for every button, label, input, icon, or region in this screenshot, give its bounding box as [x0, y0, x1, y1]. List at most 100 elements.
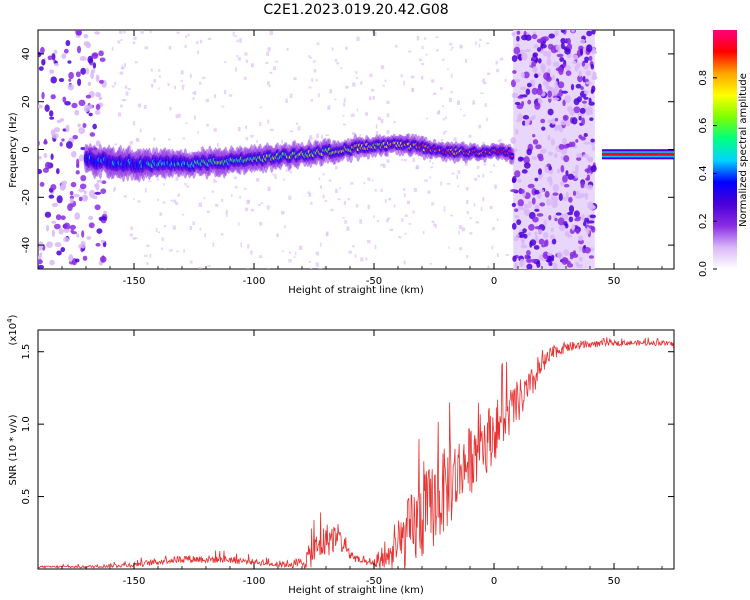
faint-speck	[355, 77, 359, 80]
faint-speck	[144, 188, 147, 193]
noise-speck	[43, 153, 48, 159]
noise-speck	[585, 81, 592, 85]
ridge2-core	[630, 152, 633, 156]
faint-speck	[368, 96, 372, 101]
noise-speck	[38, 259, 43, 265]
faint-speck	[199, 81, 202, 85]
snr-xlabel: Height of straight line (km)	[288, 585, 424, 596]
noise-speck	[583, 247, 591, 254]
noise-speck	[557, 81, 565, 89]
faint-speck	[175, 114, 179, 119]
faint-speck	[322, 194, 325, 199]
faint-speck	[464, 161, 468, 166]
noise-speck	[590, 138, 595, 143]
faint-speck	[245, 125, 248, 129]
ridge2-core	[641, 152, 644, 156]
faint-speck	[176, 31, 180, 34]
ridge2-core	[624, 152, 627, 156]
faint-speck	[309, 135, 313, 140]
noise-speck	[79, 56, 87, 62]
faint-speck	[440, 181, 442, 186]
faint-speck	[250, 63, 255, 68]
faint-speck	[449, 42, 453, 46]
noise-speck	[76, 233, 80, 238]
noise-speck	[513, 46, 521, 55]
faint-speck	[187, 33, 190, 37]
faint-speck	[150, 83, 154, 88]
faint-speck	[175, 176, 179, 181]
noise-speck	[526, 250, 531, 256]
ridge2-core	[642, 152, 645, 156]
faint-speck	[294, 251, 297, 256]
faint-speck	[202, 76, 206, 79]
faint-speck	[213, 94, 217, 98]
noise-speck	[547, 108, 554, 116]
faint-speck	[184, 45, 187, 48]
ridge2-core	[656, 152, 658, 156]
faint-speck	[161, 247, 164, 251]
faint-speck	[293, 255, 296, 258]
noise-speck	[50, 153, 54, 160]
noise-speck	[557, 217, 565, 226]
noise-speck	[560, 42, 565, 50]
faint-speck	[496, 253, 499, 257]
faint-speck	[225, 210, 228, 215]
noise-speck	[576, 157, 582, 161]
noise-speck	[570, 83, 575, 91]
noise-speck	[517, 178, 522, 183]
faint-speck	[384, 79, 387, 83]
faint-speck	[199, 227, 202, 231]
noise-speck	[71, 150, 77, 158]
faint-speck	[318, 177, 321, 181]
faint-speck	[185, 122, 188, 125]
faint-speck	[199, 39, 203, 44]
faint-speck	[479, 38, 482, 41]
faint-speck	[433, 223, 436, 227]
ridge2-core	[605, 152, 608, 156]
faint-speck	[146, 262, 149, 265]
noise-speck	[558, 193, 563, 201]
faint-speck	[247, 244, 250, 249]
colorbar-tick-label: 0.8	[698, 70, 709, 86]
faint-speck	[315, 262, 319, 267]
noise-speck	[38, 169, 42, 175]
noise-speck	[87, 55, 94, 64]
faint-speck	[295, 122, 298, 125]
faint-speck	[288, 251, 292, 254]
spectrogram-panel: -150 -100 -50 0 50 -40 -20 0 20 40 Height of stra…	[8, 29, 675, 296]
noise-speck	[565, 170, 569, 177]
faint-speck	[288, 195, 292, 200]
faint-speck	[123, 30, 126, 34]
noise-speck	[560, 37, 566, 44]
spectrogram-xtick-label: -50	[366, 276, 382, 287]
noise-speck	[565, 70, 572, 76]
noise-speck	[51, 53, 56, 61]
noise-speck	[56, 195, 63, 204]
noise-speck	[554, 80, 558, 89]
faint-speck	[245, 136, 249, 141]
noise-speck	[76, 45, 82, 54]
faint-speck	[149, 254, 152, 258]
noise-speck	[581, 117, 586, 126]
noise-speck	[564, 230, 570, 237]
faint-speck	[457, 185, 459, 188]
ridge2-core	[658, 152, 661, 156]
faint-speck	[167, 138, 171, 141]
snr-ytick-label: 1.5	[21, 344, 32, 360]
faint-speck	[413, 187, 418, 192]
colorbar-tick-label: 0.0	[698, 261, 709, 277]
faint-speck	[133, 36, 137, 40]
faint-speck	[127, 88, 131, 90]
noise-speck	[581, 100, 588, 104]
faint-speck	[243, 76, 247, 80]
ridge2-core	[611, 152, 614, 156]
faint-speck	[457, 170, 461, 174]
faint-speck	[344, 46, 348, 50]
faint-speck	[374, 189, 377, 192]
noise-speck	[511, 202, 517, 208]
noise-speck	[564, 64, 571, 71]
faint-speck	[340, 67, 343, 70]
faint-speck	[153, 79, 157, 83]
faint-speck	[121, 64, 124, 70]
faint-speck	[246, 268, 250, 269]
